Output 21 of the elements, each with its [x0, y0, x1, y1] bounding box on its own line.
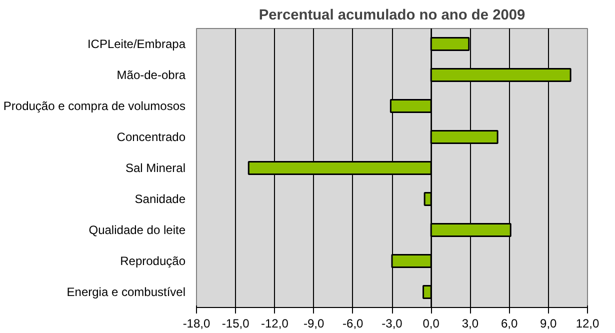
x-tick-label: 6,0: [500, 316, 518, 330]
x-tick-label: 3,0: [462, 316, 479, 330]
y-tick-label: Energia e combustível: [66, 285, 186, 299]
y-tick-label: Mão-de-obra: [116, 68, 186, 82]
y-tick-label: ICPLeite/Embrapa: [87, 37, 186, 51]
x-tick-label: 12,0: [576, 316, 600, 330]
y-tick-label: Sanidade: [134, 192, 186, 206]
y-tick-label: Produção e compra de volumosos: [3, 99, 186, 113]
y-tick-label: Reprodução: [120, 254, 186, 268]
chart-title: Percentual acumulado no ano de 2009: [258, 8, 526, 24]
x-tick-label: -15,0: [222, 316, 250, 330]
x-tick-label: -6,0: [342, 316, 364, 330]
y-tick-label: Concentrado: [116, 130, 186, 144]
y-tick-label: Sal Mineral: [125, 161, 186, 175]
x-tick-label: -12,0: [261, 316, 289, 330]
x-tick-label: 0,0: [422, 316, 440, 330]
x-tick-label: 9,0: [540, 316, 558, 330]
y-tick-label: Qualidade do leite: [88, 223, 186, 237]
x-tick-label: -3,0: [382, 316, 403, 330]
x-tick-label: -9,0: [303, 316, 324, 330]
x-tick-label: -18,0: [182, 316, 210, 330]
